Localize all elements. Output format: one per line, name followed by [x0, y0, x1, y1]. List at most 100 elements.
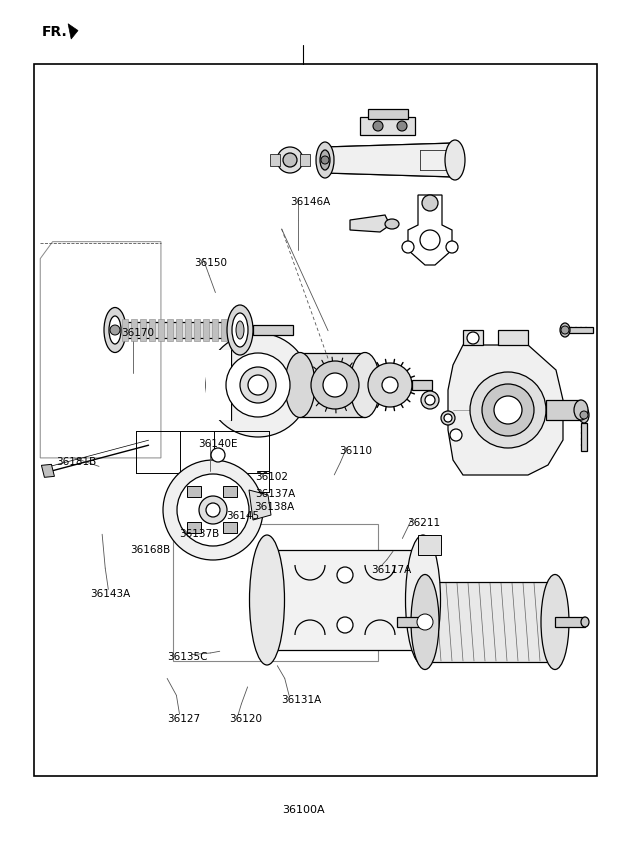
- Circle shape: [417, 614, 433, 630]
- Ellipse shape: [445, 140, 465, 180]
- Text: 36135C: 36135C: [167, 652, 207, 662]
- Circle shape: [240, 367, 276, 403]
- Text: 36170: 36170: [121, 328, 154, 338]
- Ellipse shape: [385, 219, 399, 229]
- Bar: [167, 319, 173, 341]
- Circle shape: [206, 503, 220, 517]
- Bar: [186, 486, 201, 497]
- Bar: [176, 319, 182, 341]
- Circle shape: [450, 429, 462, 441]
- Circle shape: [368, 363, 412, 407]
- Circle shape: [277, 147, 303, 173]
- Ellipse shape: [236, 321, 244, 339]
- Text: 36117A: 36117A: [371, 565, 412, 575]
- Bar: [149, 319, 155, 341]
- Circle shape: [446, 241, 458, 253]
- Bar: [186, 522, 201, 533]
- Circle shape: [561, 326, 569, 334]
- Text: 36140E: 36140E: [198, 438, 238, 449]
- Circle shape: [283, 153, 297, 167]
- Bar: [203, 319, 209, 341]
- Ellipse shape: [350, 353, 380, 417]
- Polygon shape: [41, 465, 54, 477]
- Circle shape: [211, 448, 225, 462]
- Circle shape: [321, 156, 329, 164]
- Bar: [206, 350, 231, 420]
- Text: 36127: 36127: [167, 714, 201, 724]
- Circle shape: [397, 121, 407, 131]
- Polygon shape: [425, 582, 555, 662]
- Text: 36110: 36110: [339, 446, 372, 456]
- Text: 36146A: 36146A: [290, 197, 330, 207]
- Polygon shape: [418, 535, 441, 555]
- Polygon shape: [68, 24, 78, 39]
- Bar: [131, 319, 137, 341]
- Bar: [368, 109, 408, 119]
- Text: 36138A: 36138A: [254, 502, 294, 512]
- Text: 36137A: 36137A: [256, 488, 296, 499]
- Ellipse shape: [227, 305, 253, 355]
- Text: 36143A: 36143A: [90, 589, 130, 599]
- Text: 36102: 36102: [256, 472, 288, 483]
- Circle shape: [580, 411, 588, 419]
- Polygon shape: [408, 195, 452, 265]
- Circle shape: [337, 567, 353, 583]
- Polygon shape: [463, 330, 483, 345]
- Circle shape: [482, 384, 534, 436]
- Ellipse shape: [104, 308, 126, 353]
- Polygon shape: [350, 215, 390, 232]
- Bar: [270, 154, 280, 166]
- Ellipse shape: [541, 574, 569, 670]
- Bar: [140, 319, 146, 341]
- Bar: [565, 327, 593, 333]
- Circle shape: [206, 333, 310, 437]
- Bar: [194, 319, 200, 341]
- Ellipse shape: [441, 411, 455, 425]
- Text: 36100A: 36100A: [282, 805, 324, 815]
- Text: 36150: 36150: [194, 258, 227, 268]
- Text: 36120: 36120: [229, 714, 262, 724]
- Polygon shape: [325, 143, 455, 177]
- Circle shape: [382, 377, 398, 393]
- Bar: [300, 154, 310, 166]
- Text: 36137B: 36137B: [180, 529, 220, 539]
- Bar: [397, 617, 425, 627]
- Polygon shape: [267, 550, 423, 650]
- Bar: [120, 322, 240, 338]
- Bar: [253, 325, 293, 335]
- Circle shape: [248, 375, 268, 395]
- Text: 36211: 36211: [407, 518, 441, 528]
- Circle shape: [494, 396, 522, 424]
- Ellipse shape: [574, 400, 588, 420]
- Ellipse shape: [581, 617, 589, 627]
- Polygon shape: [249, 490, 271, 520]
- Ellipse shape: [109, 316, 121, 344]
- Ellipse shape: [249, 535, 285, 665]
- Ellipse shape: [320, 150, 330, 170]
- Circle shape: [425, 395, 435, 405]
- Bar: [555, 617, 585, 627]
- Ellipse shape: [316, 142, 334, 178]
- Polygon shape: [300, 353, 365, 417]
- Ellipse shape: [405, 535, 441, 665]
- Bar: [581, 423, 587, 451]
- Text: 36181B: 36181B: [56, 457, 96, 467]
- Circle shape: [163, 460, 263, 560]
- Circle shape: [337, 617, 353, 633]
- Text: 36168B: 36168B: [130, 544, 170, 555]
- Circle shape: [110, 325, 120, 335]
- Bar: [34, 64, 597, 776]
- Bar: [158, 319, 164, 341]
- Circle shape: [199, 496, 227, 524]
- Text: FR.: FR.: [41, 25, 67, 39]
- Circle shape: [402, 241, 414, 253]
- Bar: [212, 319, 218, 341]
- Circle shape: [311, 361, 359, 409]
- Circle shape: [226, 353, 290, 417]
- Ellipse shape: [232, 313, 248, 347]
- Ellipse shape: [560, 323, 570, 337]
- Text: 36131A: 36131A: [282, 695, 322, 705]
- Circle shape: [422, 195, 438, 211]
- Ellipse shape: [285, 353, 315, 417]
- Bar: [412, 380, 432, 390]
